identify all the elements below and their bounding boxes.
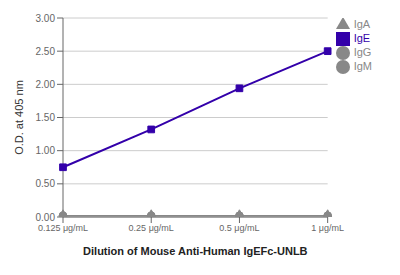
html-text:IgG: IgG — [353, 46, 372, 59]
html-text:IgE: IgE — [353, 32, 371, 45]
svg-text:1.00: 1.00 — [36, 145, 56, 156]
svg-text:0.125 μg/mL: 0.125 μg/mL — [38, 223, 88, 233]
svg-text:1 μg/mL: 1 μg/mL — [311, 223, 344, 233]
svg-text:2.00: 2.00 — [36, 79, 56, 90]
svg-text:0.25 μg/mL: 0.25 μg/mL — [129, 223, 174, 233]
svg-text:0.5 μg/mL: 0.5 μg/mL — [219, 223, 259, 233]
svg-text:3.00: 3.00 — [36, 13, 56, 24]
svg-text:0.50: 0.50 — [36, 178, 56, 189]
svg-text:O.D. at 405 nm: O.D. at 405 nm — [13, 80, 25, 155]
html-text:IgM: IgM — [353, 60, 372, 73]
html-text:IgA: IgA — [353, 18, 371, 30]
svg-text:Dilution of Mouse Anti-Human I: Dilution of Mouse Anti-Human IgEFc-UNLB — [83, 245, 308, 257]
svg-text:2.50: 2.50 — [36, 46, 56, 57]
svg-text:1.50: 1.50 — [36, 112, 56, 123]
svg-text:0.00: 0.00 — [36, 212, 56, 223]
